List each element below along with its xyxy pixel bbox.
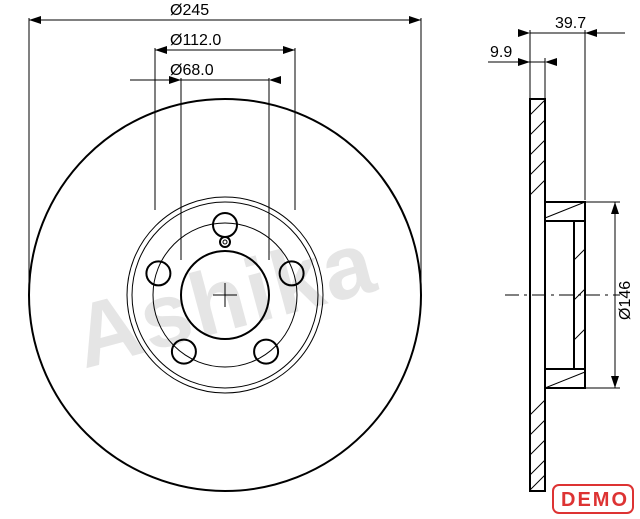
dimension-d112: Ø112.0	[155, 32, 295, 210]
dim-label-d146: Ø146	[617, 281, 634, 320]
drawing-canvas: Ashika Ø245	[0, 0, 640, 519]
dimension-d68: Ø68.0	[130, 62, 281, 260]
demo-label: DEMO	[561, 489, 629, 511]
bolt-hole	[213, 213, 237, 237]
dim-label-d68: Ø68.0	[170, 62, 214, 79]
side-view	[505, 99, 620, 491]
dim-label-d245: Ø245	[170, 2, 209, 19]
pin-hole	[220, 237, 230, 247]
dimension-t9_9: 9.9	[488, 44, 557, 98]
dim-label-t9_9: 9.9	[490, 44, 512, 61]
bolt-hole	[254, 340, 278, 364]
dim-label-d112: Ø112.0	[170, 32, 221, 49]
dim-label-w39_7: 39.7	[555, 15, 586, 32]
demo-stamp: DEMO	[553, 485, 633, 513]
dimension-w39_7: 39.7	[518, 15, 625, 200]
pin-hole-inner	[223, 240, 227, 244]
